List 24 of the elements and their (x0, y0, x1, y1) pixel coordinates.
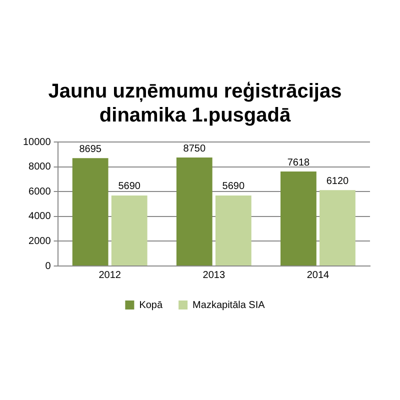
bar (111, 195, 148, 266)
x-tick-label: 2013 (202, 270, 226, 281)
data-label: 5690 (222, 181, 245, 192)
legend-label: Mazkapitāla SIA (192, 300, 266, 311)
y-tick-label: 8000 (28, 162, 52, 173)
data-label: 8695 (79, 144, 102, 155)
y-tick-label: 0 (45, 260, 52, 272)
data-label: 7618 (287, 157, 310, 168)
data-label: 6120 (326, 176, 350, 187)
bar (320, 190, 356, 266)
bar (215, 195, 252, 266)
chart-title: Jaunu uzņēmumu reģistrācijas dinamika 1.pusgadā (48, 80, 342, 127)
y-tick-label: 4000 (28, 211, 52, 222)
data-label: 8750 (183, 143, 206, 154)
y-tick-label: 2000 (28, 236, 52, 247)
y-tick-label: 6000 (28, 186, 52, 198)
x-tick-label: 2012 (98, 270, 122, 281)
legend-label: Kopā (139, 300, 163, 311)
bar (176, 158, 212, 266)
y-tick-label: 10000 (22, 136, 52, 148)
x-tick-label: 2014 (306, 270, 330, 281)
bar (280, 172, 316, 266)
bar (72, 158, 108, 266)
data-label: 5690 (118, 181, 141, 192)
